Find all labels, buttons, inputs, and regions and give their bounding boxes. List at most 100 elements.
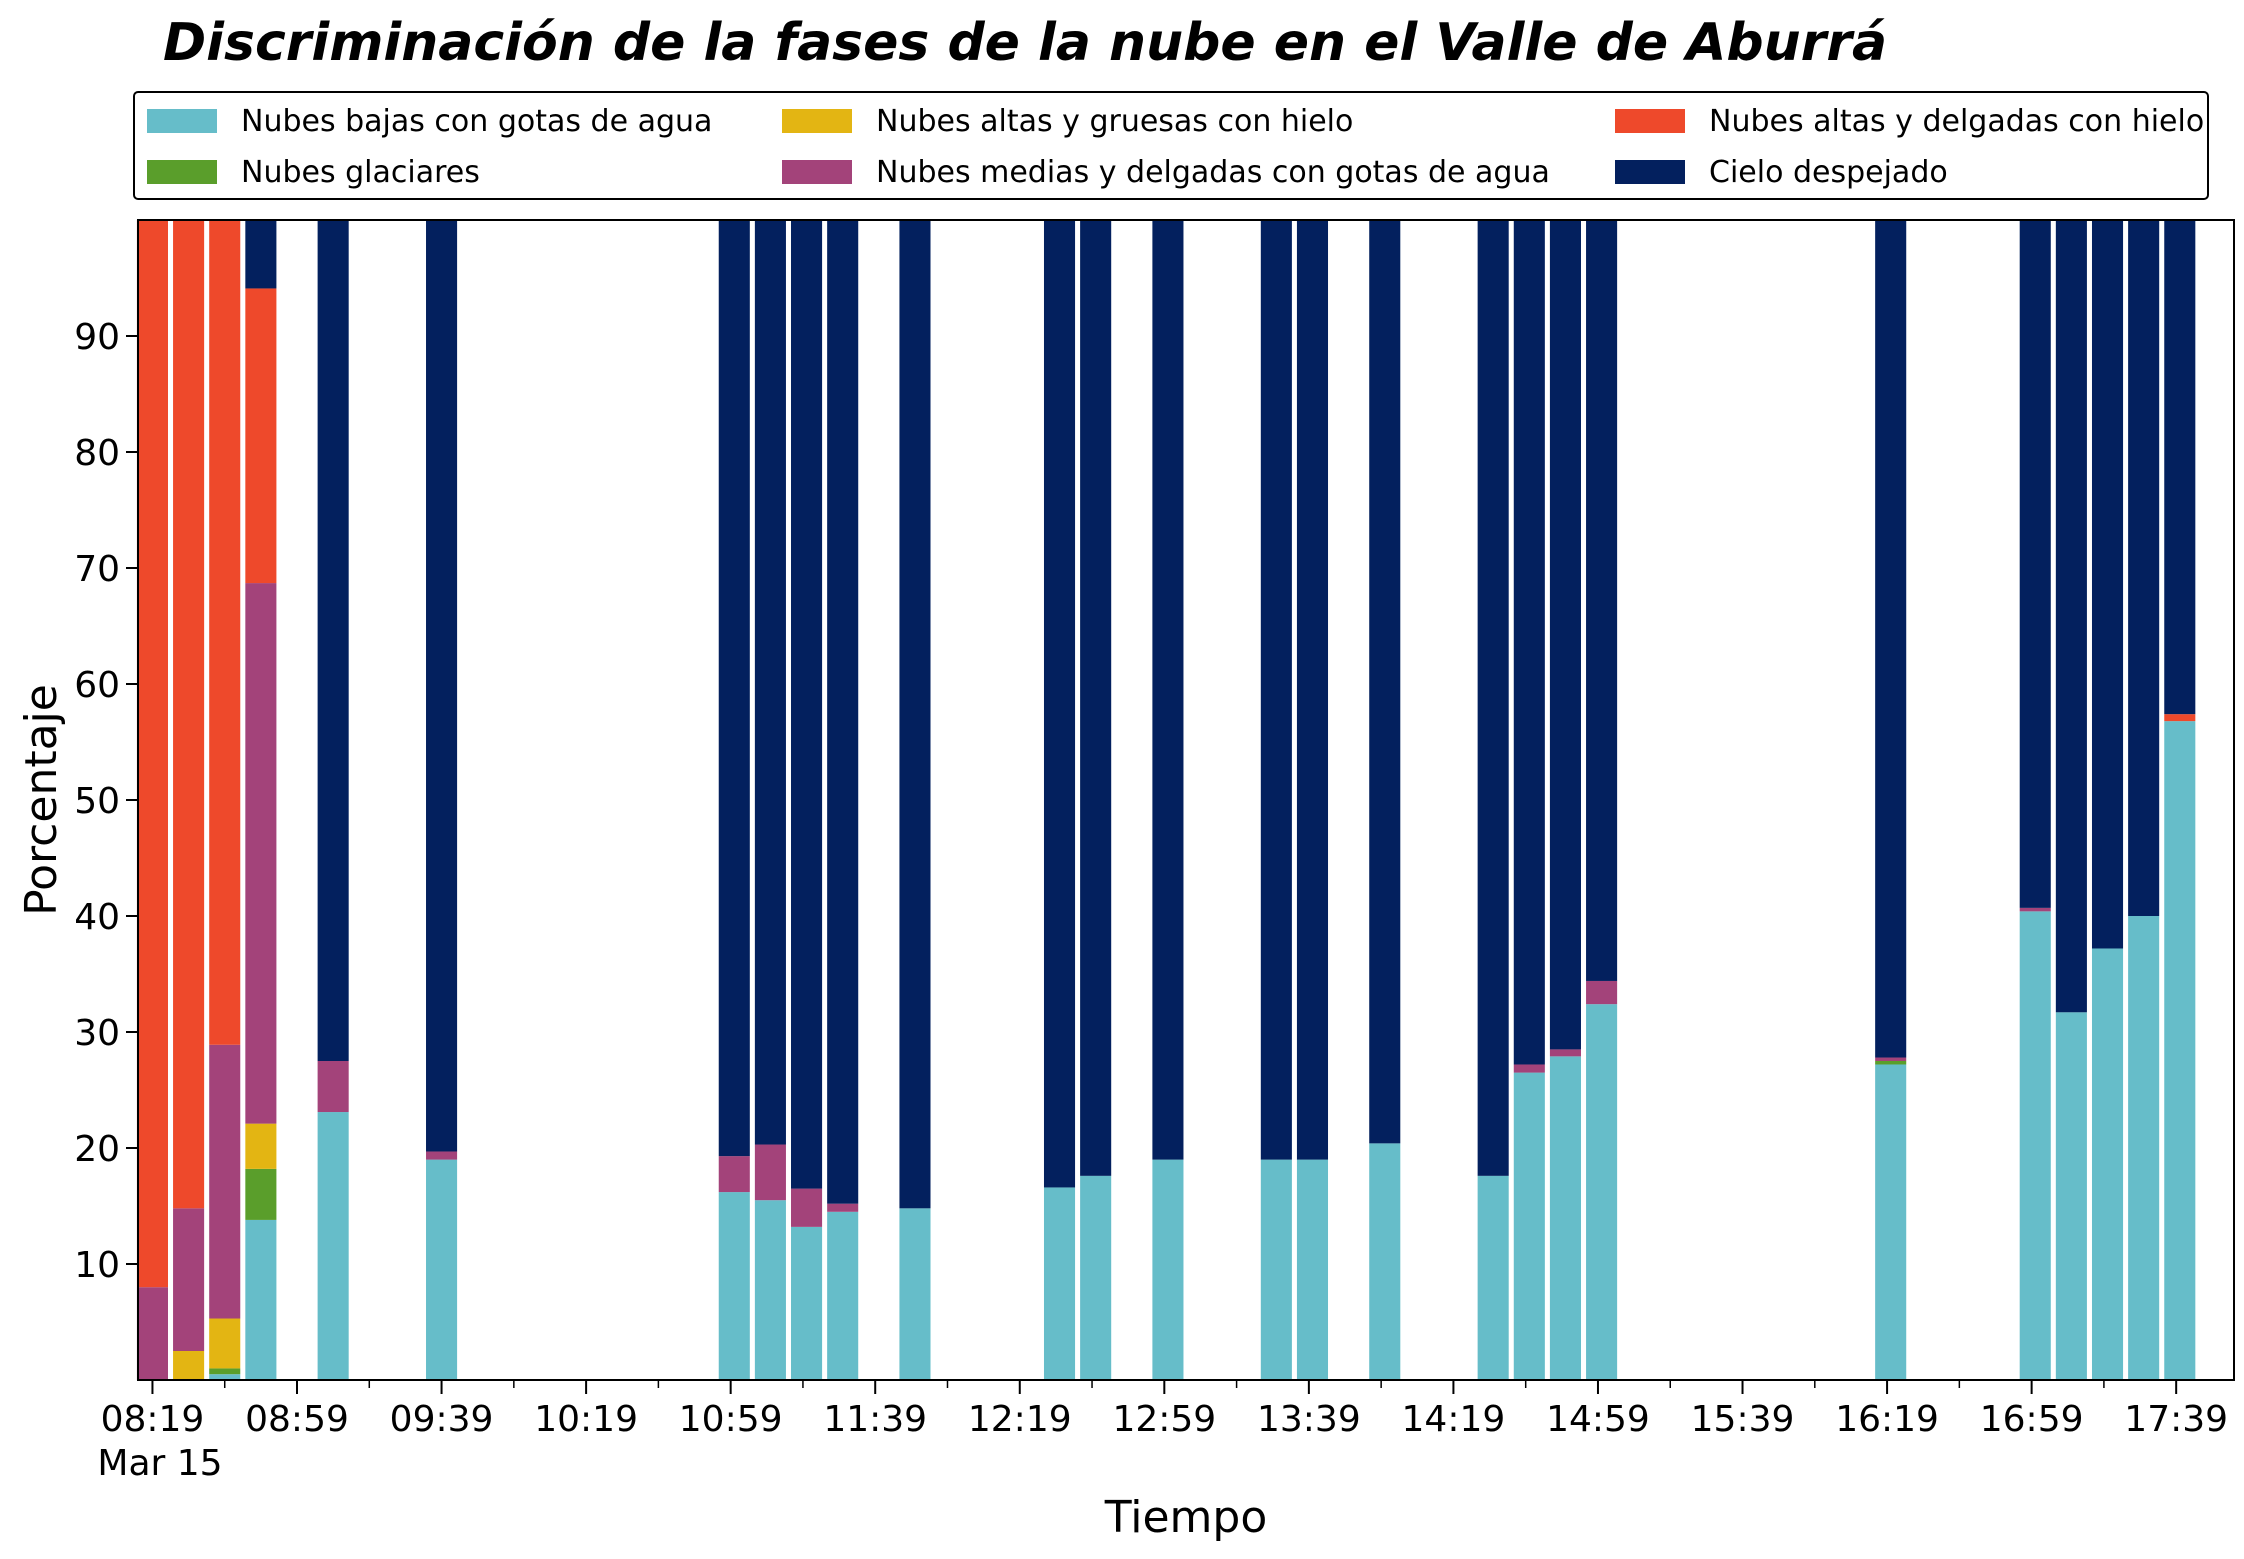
bar-segment [2128, 220, 2160, 916]
x-tick-label: 15:39 [1691, 1399, 1795, 1440]
legend-item: Nubes medias y delgadas con gotas de agu… [782, 154, 1550, 190]
bar-segment [1043, 1187, 1076, 1380]
bar-segment [245, 1123, 277, 1169]
bar-segment [1296, 1159, 1329, 1380]
bar-segment [1260, 220, 1292, 1160]
bar-segment [791, 1188, 823, 1227]
bar-segment [1513, 220, 1545, 1065]
chart-legend: Nubes bajas con gotas de agua Nubes glac… [133, 91, 2209, 200]
y-tick-label: 30 [74, 1013, 120, 1054]
bar-segment [1080, 1175, 1112, 1380]
bar-segment [2164, 220, 2196, 715]
bar-segment [1043, 220, 1076, 1188]
bar-segment [2019, 220, 2051, 908]
bar-segment [209, 1318, 241, 1369]
bar-segment [827, 220, 859, 1204]
x-tick-label: 14:19 [1402, 1399, 1506, 1440]
x-tick-label: 16:59 [1980, 1399, 2084, 1440]
bar-segment [2019, 911, 2051, 1380]
legend-label: Nubes bajas con gotas de agua [241, 103, 713, 139]
bar-segment [754, 220, 786, 1145]
bar-segment [2164, 714, 2196, 722]
y-tick-label: 20 [74, 1129, 120, 1170]
bar-segment [245, 220, 277, 289]
bar-segment [754, 1144, 786, 1201]
legend-swatch [147, 109, 217, 133]
bar-segment [1369, 1143, 1401, 1380]
bar-segment [1080, 220, 1112, 1176]
x-tick-label: 16:19 [1835, 1399, 1939, 1440]
bar-segment [1549, 1049, 1581, 1057]
bar-segment [1296, 220, 1329, 1160]
bar-segment [754, 1200, 786, 1380]
bar-segment [1477, 220, 1509, 1176]
legend-swatch [782, 109, 852, 133]
x-tick-label: 12:19 [968, 1399, 1072, 1440]
bar-segment [2091, 220, 2124, 949]
bar-segment [791, 1226, 823, 1380]
bar-segment [209, 1044, 241, 1319]
bar-segment [2055, 220, 2087, 1013]
bar-segment [1875, 1061, 1907, 1065]
x-tick-label: 08:19 [101, 1399, 205, 1440]
bar-segment [1875, 220, 1907, 1058]
bar-segment [899, 1208, 931, 1380]
x-tick-label: 14:59 [1546, 1399, 1650, 1440]
bar-segment [245, 288, 277, 584]
y-tick-label: 90 [74, 317, 120, 358]
bar-segment [827, 1203, 859, 1212]
bar-segment [209, 1374, 241, 1380]
bar-segment [718, 220, 750, 1157]
bar-segment [1549, 1056, 1581, 1380]
x-tick-label: 13:39 [1257, 1399, 1361, 1440]
bar-segment [173, 220, 205, 1209]
y-tick-label: 80 [74, 433, 120, 474]
legend-label: Nubes medias y delgadas con gotas de agu… [876, 154, 1550, 190]
bar-segment [136, 220, 168, 1288]
legend-swatch [1615, 160, 1685, 184]
bar-segment [245, 1219, 277, 1380]
legend-swatch [147, 160, 217, 184]
x-tick-sublabel: Mar 15 [97, 1443, 222, 1484]
legend-item: Cielo despejado [1615, 154, 1948, 190]
bar-segment [1369, 220, 1401, 1144]
bar-segment [426, 1151, 458, 1160]
bar-segment [1549, 220, 1581, 1050]
legend-label: Nubes altas y delgadas con hielo [1709, 103, 2205, 139]
x-tick-label: 12:59 [1112, 1399, 1216, 1440]
bar-segment [317, 1112, 349, 1380]
bar-segment [1260, 1159, 1292, 1380]
y-tick-label: 10 [74, 1245, 120, 1286]
x-axis: 08:19 08:59 09:39 10:19 10:59 11:39 12:19 12:59… [101, 1380, 2228, 1440]
x-tick-label: 10:59 [679, 1399, 783, 1440]
bar-segment [718, 1192, 750, 1380]
legend-item: Nubes bajas con gotas de agua [147, 103, 712, 139]
bar-segment [827, 1211, 859, 1380]
y-tick-label: 60 [74, 665, 120, 706]
bar-segment [1875, 1064, 1907, 1380]
bar-segment [1477, 1175, 1509, 1380]
x-tick-label: 17:39 [2124, 1399, 2228, 1440]
legend-swatch [782, 160, 852, 184]
y-tick-label: 70 [74, 549, 120, 590]
bar-segment [173, 1208, 205, 1351]
bar-segment [2019, 907, 2051, 912]
bar-segment [718, 1156, 750, 1193]
bar-segment [899, 220, 931, 1209]
bar-segment [317, 1061, 349, 1113]
bar-segment [1152, 220, 1184, 1160]
bar-segment [2055, 1012, 2087, 1380]
x-tick-label: 09:39 [390, 1399, 494, 1440]
y-axis: 10 20 30 40 50 60 70 80 90 [74, 317, 138, 1286]
bar-segment [1513, 1072, 1545, 1380]
bar-segment [1586, 1004, 1618, 1380]
bar-segment [1586, 220, 1618, 981]
chart-title: Discriminación de la fases de la nube en… [163, 13, 1888, 73]
legend-label: Cielo despejado [1709, 154, 1948, 190]
bar-segment [1586, 980, 1618, 1005]
bar-segment [2091, 948, 2124, 1380]
bar-segment [1513, 1064, 1545, 1073]
x-tick-label: 10:19 [534, 1399, 638, 1440]
bar-segment [1152, 1159, 1184, 1380]
